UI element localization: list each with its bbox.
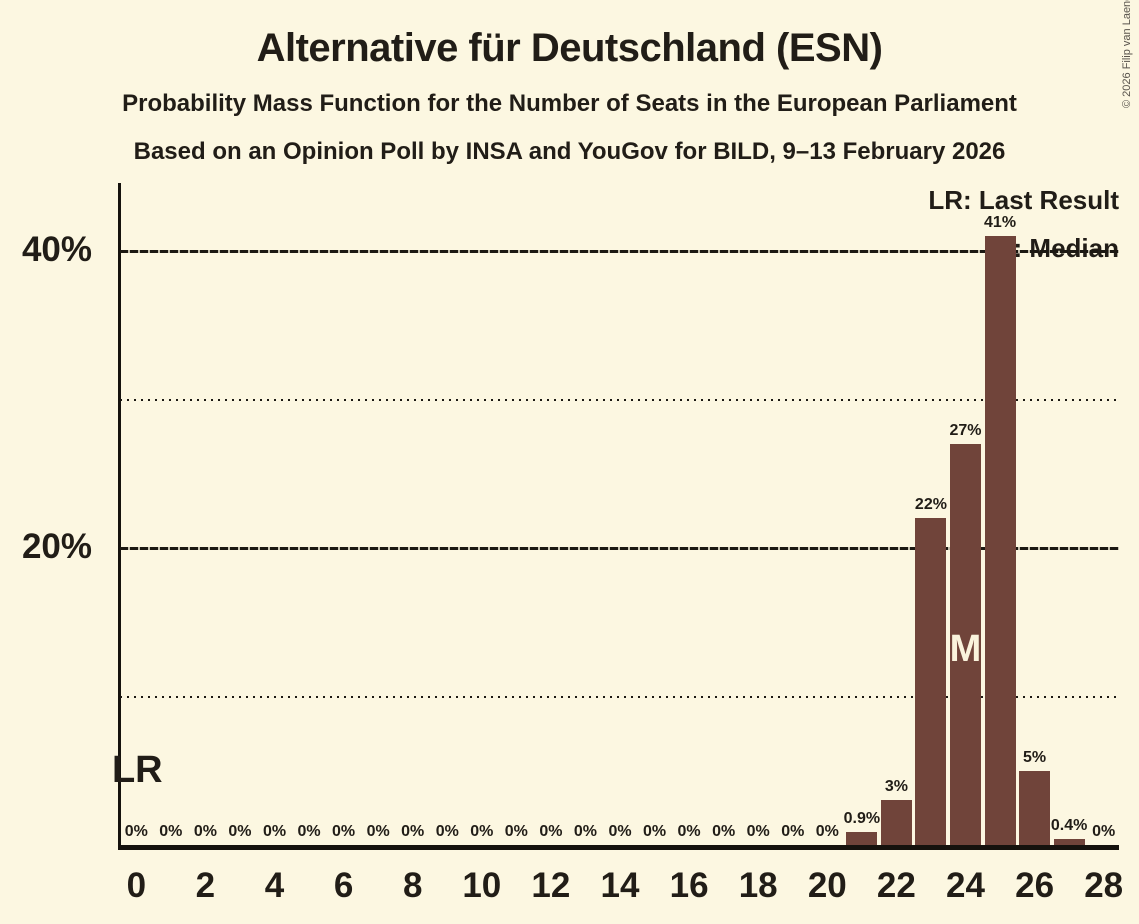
bar-value-label: 0%: [608, 823, 632, 840]
gridline-10pct: [120, 695, 1119, 698]
bar-value-label: 0%: [504, 823, 528, 840]
bar-value-label: 0.9%: [843, 809, 881, 827]
bar-value-label: 0.4%: [1050, 817, 1088, 835]
bar-value-label: 0%: [435, 823, 459, 840]
bar-value-label: 0%: [1092, 823, 1116, 840]
x-tick-label: 8: [402, 866, 423, 905]
x-tick-label: 18: [738, 866, 778, 905]
median-marker: M: [949, 628, 982, 670]
bar-value-label: 22%: [914, 496, 947, 514]
poll-source-line: Based on an Opinion Poll by INSA and You…: [133, 138, 1006, 165]
y-tick-label: 20%: [21, 527, 92, 566]
bar-value-label: 0%: [642, 823, 667, 840]
chart-subtitle: Probability Mass Function for the Number…: [122, 90, 1017, 117]
last-result-marker: LR: [111, 749, 163, 791]
bar-value-label: 0%: [159, 823, 183, 840]
x-tick-label: 0: [126, 866, 147, 905]
bar-value-label: 0%: [366, 823, 390, 840]
copyright-notice: © 2026 Filip van Laenen: [1121, 0, 1133, 108]
bar-value-label: 0%: [262, 823, 287, 840]
x-tick-label: 24: [946, 866, 985, 905]
bar-value-label: 0%: [573, 823, 597, 840]
x-tick-label: 4: [264, 866, 285, 905]
x-tick-label: 22: [876, 866, 916, 905]
bar-value-label: 0%: [193, 823, 217, 840]
bar-value-label: 0%: [401, 823, 425, 840]
bar-seat-25: [984, 236, 1016, 845]
x-tick-label: 20: [807, 866, 847, 905]
bar-value-label: 0%: [297, 823, 321, 840]
y-tick-label: 40%: [21, 230, 92, 269]
x-tick-label: 16: [669, 866, 709, 905]
bar-value-label: 0%: [332, 823, 356, 840]
x-tick-label: 10: [462, 866, 502, 905]
x-tick-label: 28: [1084, 866, 1124, 905]
bar-seat-22: [880, 800, 912, 845]
bar-value-label: 0%: [228, 823, 252, 840]
x-tick-label: 6: [333, 866, 354, 905]
bar-seat-26: [1019, 770, 1051, 845]
bar-value-label: 5%: [1023, 748, 1047, 766]
bar-value-label: 0%: [677, 823, 701, 840]
page-title: Alternative für Deutschland (ESN): [256, 26, 883, 70]
plot-area: 0% 0% 0% 0% 0% 0% 0% 0% 0% 0% 0% 0% 0% 0% 0% 0% 0% 0% 0% 0%…: [112, 183, 1119, 845]
bar-value-label: 0%: [539, 823, 563, 840]
x-axis-line: [118, 845, 1119, 850]
bar-value-label: 27%: [949, 422, 982, 440]
gridline-30pct: [120, 398, 1119, 401]
bar-value-label: 0%: [712, 823, 736, 840]
bar-seat-23: [915, 518, 947, 845]
bar-value-label: 3%: [884, 778, 908, 796]
bar-value-label: 0%: [746, 823, 770, 840]
bar-seat-21: [846, 831, 878, 845]
bar-value-label: 0%: [124, 823, 148, 840]
bar-seat-27: [1053, 839, 1085, 845]
gridline-20pct: [120, 547, 1119, 550]
bar-value-label: 0%: [815, 823, 839, 840]
bar-value-label: 41%: [984, 214, 1017, 232]
x-tick-label: 12: [531, 866, 571, 905]
y-axis-line: [118, 183, 121, 850]
x-tick-label: 14: [600, 866, 640, 905]
legend-last-result: LR: Last Result: [928, 185, 1119, 215]
bar-value-label: 0%: [781, 823, 805, 840]
x-tick-label: 26: [1015, 866, 1055, 905]
x-tick-label: 2: [195, 866, 216, 905]
gridline-40pct: [120, 250, 1119, 253]
bar-seat-24: [950, 444, 981, 845]
bar-value-label: 0%: [470, 823, 494, 840]
